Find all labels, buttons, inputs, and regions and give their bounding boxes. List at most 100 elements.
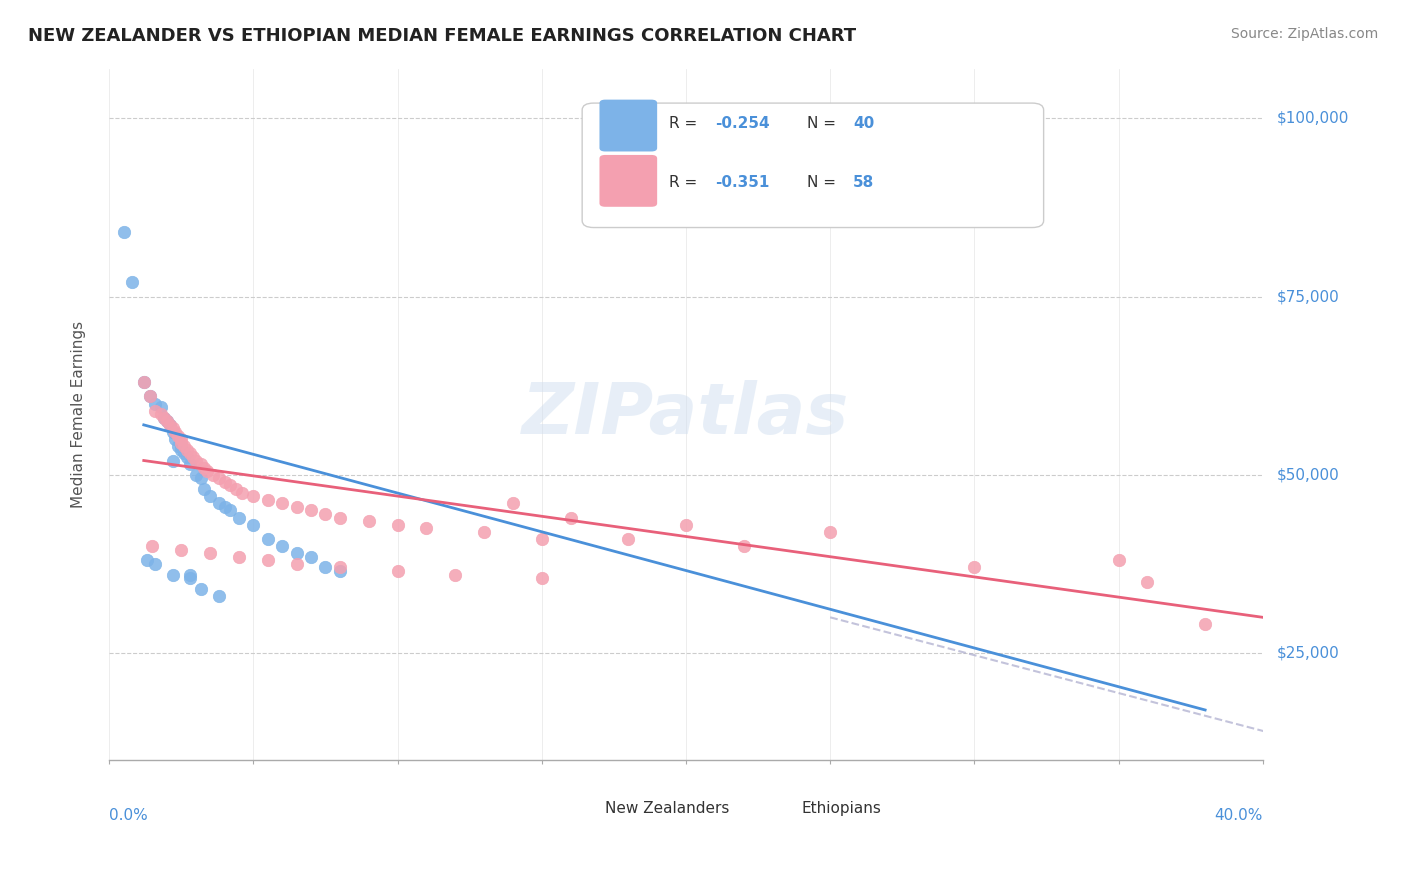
Point [162, 567, 184, 582]
Point [530, 571, 553, 585]
Point [170, 542, 193, 557]
Point [256, 492, 278, 507]
Point [159, 417, 181, 432]
Point [444, 567, 467, 582]
Point [179, 457, 201, 471]
Point [201, 467, 224, 482]
Point [170, 432, 193, 446]
Text: N =: N = [807, 116, 841, 131]
Point [190, 471, 212, 485]
Point [153, 410, 176, 425]
Point [165, 432, 187, 446]
Point [167, 439, 190, 453]
Point [165, 425, 187, 439]
Point [299, 549, 322, 564]
Point [176, 450, 198, 464]
Point [285, 500, 308, 514]
Point [190, 457, 212, 471]
Point [170, 435, 193, 450]
Text: Ethiopians: Ethiopians [801, 801, 882, 816]
Point [299, 503, 322, 517]
Text: 58: 58 [853, 175, 875, 190]
Text: 40.0%: 40.0% [1215, 808, 1263, 823]
Point [329, 564, 352, 578]
Text: N =: N = [807, 175, 841, 190]
Point [387, 564, 409, 578]
Point [184, 467, 207, 482]
Text: ZIPatlas: ZIPatlas [522, 380, 849, 449]
Point [193, 482, 215, 496]
Point [329, 560, 352, 574]
Text: 40: 40 [853, 116, 875, 131]
Point [150, 400, 173, 414]
Text: $75,000: $75,000 [1277, 289, 1340, 304]
Point [162, 425, 184, 439]
Point [198, 489, 221, 503]
Point [256, 532, 278, 546]
Point [170, 439, 193, 453]
Text: NEW ZEALANDER VS ETHIOPIAN MEDIAN FEMALE EARNINGS CORRELATION CHART: NEW ZEALANDER VS ETHIOPIAN MEDIAN FEMALE… [28, 27, 856, 45]
Point [132, 375, 155, 389]
Point [162, 453, 184, 467]
Point [176, 442, 198, 457]
Point [242, 489, 264, 503]
Point [167, 428, 190, 442]
Point [153, 410, 176, 425]
Point [228, 549, 250, 564]
Point [214, 475, 236, 489]
Point [256, 553, 278, 567]
Point [208, 471, 231, 485]
Point [219, 478, 242, 492]
Point [271, 539, 294, 553]
Point [617, 532, 640, 546]
Point [121, 276, 143, 290]
Point [675, 517, 697, 532]
Point [198, 546, 221, 560]
Point [138, 389, 160, 403]
Text: -0.254: -0.254 [714, 116, 769, 131]
Point [314, 507, 336, 521]
Point [208, 496, 231, 510]
Point [285, 546, 308, 560]
Point [190, 582, 212, 596]
Point [387, 517, 409, 532]
Point [560, 510, 582, 524]
Point [1108, 553, 1130, 567]
Point [225, 482, 247, 496]
Point [285, 557, 308, 571]
Point [208, 589, 231, 603]
Point [195, 464, 218, 478]
Point [132, 375, 155, 389]
FancyBboxPatch shape [763, 779, 799, 814]
Text: 0.0%: 0.0% [110, 808, 148, 823]
Text: R =: R = [669, 175, 702, 190]
Point [179, 571, 201, 585]
Text: $100,000: $100,000 [1277, 111, 1350, 126]
Point [530, 532, 553, 546]
Text: New Zealanders: New Zealanders [605, 801, 730, 816]
Point [159, 417, 181, 432]
Point [173, 446, 195, 460]
Y-axis label: Median Female Earnings: Median Female Earnings [72, 320, 86, 508]
Point [179, 567, 201, 582]
Point [963, 560, 986, 574]
Point [143, 557, 166, 571]
Point [228, 510, 250, 524]
Point [357, 514, 380, 528]
Point [733, 539, 755, 553]
Point [219, 503, 242, 517]
Point [1136, 574, 1159, 589]
Point [138, 389, 160, 403]
Point [143, 403, 166, 417]
Point [184, 453, 207, 467]
Point [156, 414, 179, 428]
Point [818, 524, 841, 539]
Point [143, 396, 166, 410]
Point [1194, 617, 1216, 632]
Text: R =: R = [669, 116, 702, 131]
Point [231, 485, 253, 500]
Point [141, 539, 163, 553]
Text: Source: ZipAtlas.com: Source: ZipAtlas.com [1230, 27, 1378, 41]
Text: $50,000: $50,000 [1277, 467, 1340, 483]
Point [170, 442, 193, 457]
